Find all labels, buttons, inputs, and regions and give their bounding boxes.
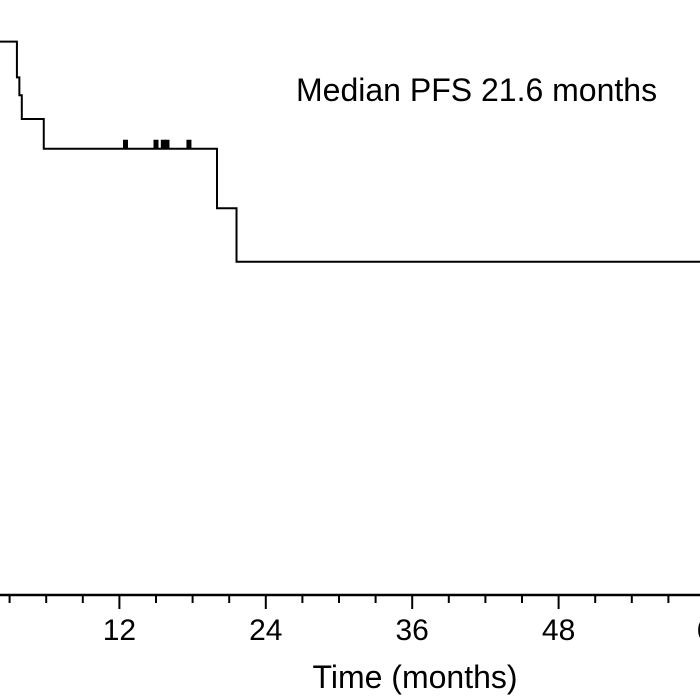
x-axis-title: Time (months) <box>312 659 517 695</box>
censor-mark <box>123 139 128 149</box>
x-tick-label: 24 <box>249 614 282 647</box>
x-tick-labels: 12 24 36 48 6 <box>103 614 700 647</box>
x-tick-label: 12 <box>103 614 136 647</box>
censor-mark <box>160 139 166 149</box>
x-tick-label: 36 <box>396 614 429 647</box>
x-tick-label: 6 <box>697 614 700 647</box>
x-axis <box>0 593 700 609</box>
censor-mark <box>164 139 170 149</box>
censor-mark <box>153 139 159 149</box>
censor-mark <box>186 139 192 149</box>
median-pfs-annotation: Median PFS 21.6 months <box>296 72 657 108</box>
km-step-line <box>0 40 700 263</box>
km-curve-layer <box>0 40 700 263</box>
x-tick-label: 48 <box>542 614 575 647</box>
